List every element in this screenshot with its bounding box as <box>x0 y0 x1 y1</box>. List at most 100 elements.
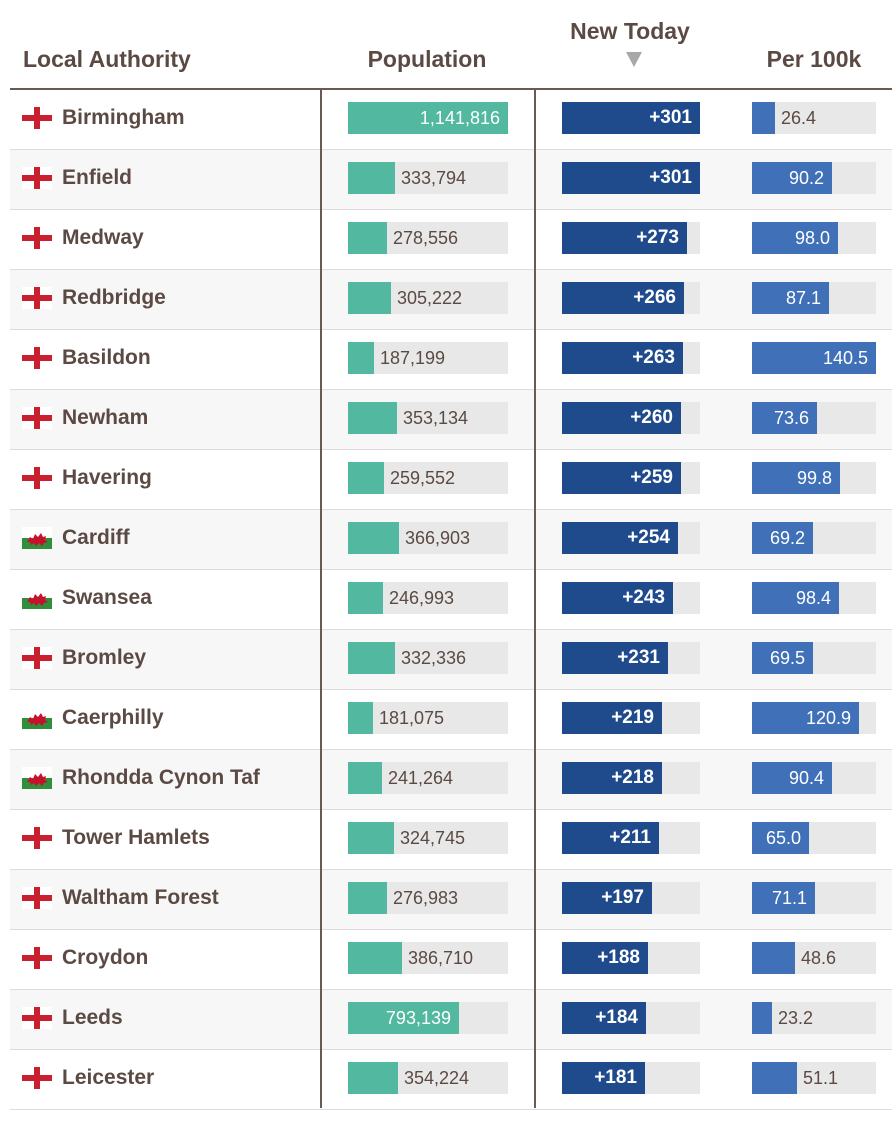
per-100k-bar <box>752 1002 772 1034</box>
per-100k-bar-track: 98.0 <box>752 222 876 254</box>
population-bar <box>348 642 395 674</box>
new-today-value: +219 <box>611 707 654 728</box>
wales-flag-icon <box>22 527 52 549</box>
per-100k-bar-track: 98.4 <box>752 582 876 614</box>
table-row[interactable]: Havering 259,552 +259 99.8 <box>10 450 892 510</box>
wales-flag-icon <box>22 707 52 729</box>
column-divider-population <box>320 90 322 1108</box>
local-authority-table: Local Authority Population New Today Per… <box>10 0 892 1110</box>
per-100k-bar-track: 51.1 <box>752 1062 876 1094</box>
new-today-value: +197 <box>601 887 644 908</box>
new-today-value: +260 <box>630 407 673 428</box>
per-100k-bar: 69.5 <box>752 642 813 674</box>
table-row[interactable]: Waltham Forest 276,983 +197 71.1 <box>10 870 892 930</box>
new-today-bar-track: +266 <box>562 282 700 314</box>
population-bar <box>348 162 395 194</box>
per-100k-value: 90.4 <box>788 768 824 788</box>
population-bar <box>348 882 387 914</box>
population-bar-track: 1,141,816 <box>348 102 508 134</box>
population-bar: 793,139 <box>348 1002 459 1034</box>
table-row[interactable]: Rhondda Cynon Taf 241,264 +218 90.4 <box>10 750 892 810</box>
per-100k-bar: 98.0 <box>752 222 838 254</box>
population-bar-track: 246,993 <box>348 582 508 614</box>
per-100k-bar-track: 140.5 <box>752 342 876 374</box>
population-value: 241,264 <box>388 768 454 788</box>
per-100k-bar-track: 65.0 <box>752 822 876 854</box>
england-flag-icon <box>22 647 52 669</box>
new-today-bar: +259 <box>562 462 681 494</box>
per-100k-value: 65.0 <box>765 828 801 848</box>
wales-flag-icon <box>22 587 52 609</box>
table-row[interactable]: Newham 353,134 +260 73.6 <box>10 390 892 450</box>
new-today-value: +259 <box>630 467 673 488</box>
population-value: 366,903 <box>405 528 471 548</box>
new-today-value: +273 <box>636 227 679 248</box>
per-100k-value: 23.2 <box>778 1008 814 1028</box>
england-flag-icon <box>22 887 52 909</box>
per-100k-bar: 120.9 <box>752 702 859 734</box>
per-100k-bar-track: 90.4 <box>752 762 876 794</box>
table-row[interactable]: Leeds 793,139 +184 23.2 <box>10 990 892 1050</box>
table-row[interactable]: Swansea 246,993 +243 98.4 <box>10 570 892 630</box>
table-row[interactable]: Redbridge 305,222 +266 87.1 <box>10 270 892 330</box>
header-new-today[interactable]: New Today <box>570 18 690 44</box>
population-bar-track: 353,134 <box>348 402 508 434</box>
authority-name: Leicester <box>62 1066 155 1089</box>
population-bar-track: 324,745 <box>348 822 508 854</box>
authority-name: Rhondda Cynon Taf <box>62 766 260 789</box>
population-bar-track: 305,222 <box>348 282 508 314</box>
header-local-authority[interactable]: Local Authority <box>23 46 191 72</box>
header-per-100k[interactable]: Per 100k <box>766 46 862 72</box>
population-value: 793,139 <box>385 1008 451 1028</box>
new-today-bar-track: +188 <box>562 942 700 974</box>
new-today-value: +181 <box>594 1067 637 1088</box>
new-today-bar-track: +211 <box>562 822 700 854</box>
per-100k-bar-track: 99.8 <box>752 462 876 494</box>
table-row[interactable]: Cardiff 366,903 +254 69.2 <box>10 510 892 570</box>
per-100k-value: 51.1 <box>803 1068 839 1088</box>
per-100k-value: 98.4 <box>795 588 831 608</box>
population-bar: 1,141,816 <box>348 102 508 134</box>
new-today-bar-track: +184 <box>562 1002 700 1034</box>
new-today-bar: +254 <box>562 522 678 554</box>
population-bar <box>348 342 374 374</box>
table-row[interactable]: Croydon 386,710 +188 48.6 <box>10 930 892 990</box>
population-bar-track: 332,336 <box>348 642 508 674</box>
population-value: 246,993 <box>389 588 455 608</box>
new-today-bar: +218 <box>562 762 662 794</box>
per-100k-bar-track: 87.1 <box>752 282 876 314</box>
table-row[interactable]: Medway 278,556 +273 98.0 <box>10 210 892 270</box>
per-100k-value: 48.6 <box>801 948 837 968</box>
authority-name: Croydon <box>62 946 149 969</box>
new-today-bar: +301 <box>562 102 700 134</box>
sort-down-triangle-icon[interactable] <box>626 52 642 67</box>
new-today-bar: +260 <box>562 402 681 434</box>
new-today-bar: +243 <box>562 582 673 614</box>
population-bar-track: 241,264 <box>348 762 508 794</box>
authority-name: Cardiff <box>62 526 130 549</box>
authority-name: Enfield <box>62 166 133 189</box>
population-bar <box>348 462 384 494</box>
new-today-bar: +266 <box>562 282 684 314</box>
population-bar <box>348 942 402 974</box>
population-value: 324,745 <box>400 828 466 848</box>
table-row[interactable]: Tower Hamlets 324,745 +211 65.0 <box>10 810 892 870</box>
new-today-value: +184 <box>595 1007 638 1028</box>
table-row[interactable]: Caerphilly 181,075 +219 120.9 <box>10 690 892 750</box>
population-value: 333,794 <box>401 168 467 188</box>
new-today-bar: +197 <box>562 882 652 914</box>
authority-name: Waltham Forest <box>62 886 219 909</box>
header-population[interactable]: Population <box>367 46 487 72</box>
table-row[interactable]: Basildon 187,199 +263 140.5 <box>10 330 892 390</box>
table-row[interactable]: Bromley 332,336 +231 69.5 <box>10 630 892 690</box>
population-bar <box>348 1062 398 1094</box>
new-today-bar-track: +263 <box>562 342 700 374</box>
table-row[interactable]: Birmingham 1,141,816 +301 26.4 <box>10 90 892 150</box>
per-100k-bar: 90.2 <box>752 162 832 194</box>
population-value: 259,552 <box>390 468 456 488</box>
new-today-bar: +188 <box>562 942 648 974</box>
table-row[interactable]: Enfield 333,794 +301 90.2 <box>10 150 892 210</box>
table-row[interactable]: Leicester 354,224 +181 51.1 <box>10 1050 892 1110</box>
new-today-bar-track: +301 <box>562 162 700 194</box>
new-today-bar: +273 <box>562 222 687 254</box>
